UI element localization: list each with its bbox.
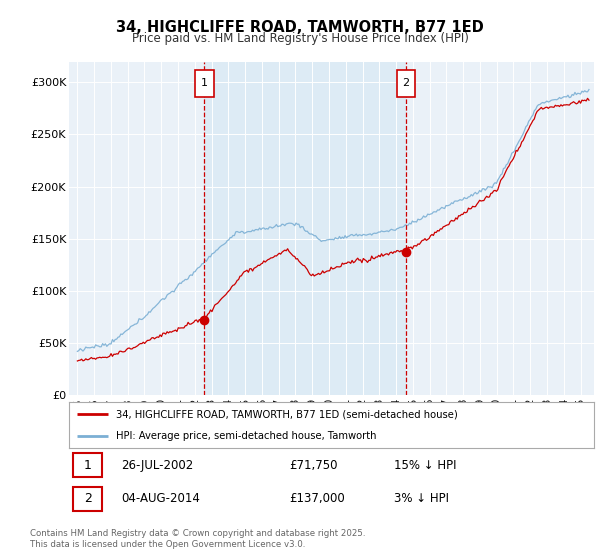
Text: 1: 1 (201, 78, 208, 88)
Bar (205, 62, 406, 395)
Text: HPI: Average price, semi-detached house, Tamworth: HPI: Average price, semi-detached house,… (116, 431, 377, 441)
Text: 3% ↓ HPI: 3% ↓ HPI (395, 492, 449, 505)
Text: 2: 2 (403, 78, 410, 88)
FancyBboxPatch shape (397, 70, 415, 96)
FancyBboxPatch shape (195, 70, 214, 96)
Text: 1: 1 (84, 459, 92, 472)
Text: Contains HM Land Registry data © Crown copyright and database right 2025.
This d: Contains HM Land Registry data © Crown c… (30, 529, 365, 549)
Text: 04-AUG-2014: 04-AUG-2014 (121, 492, 200, 505)
Text: £137,000: £137,000 (290, 492, 345, 505)
FancyBboxPatch shape (73, 454, 102, 477)
FancyBboxPatch shape (73, 487, 102, 511)
Text: 26-JUL-2002: 26-JUL-2002 (121, 459, 194, 472)
Text: 15% ↓ HPI: 15% ↓ HPI (395, 459, 457, 472)
Text: Price paid vs. HM Land Registry's House Price Index (HPI): Price paid vs. HM Land Registry's House … (131, 32, 469, 45)
Text: £71,750: £71,750 (290, 459, 338, 472)
Text: 2: 2 (84, 492, 92, 505)
Text: 34, HIGHCLIFFE ROAD, TAMWORTH, B77 1ED: 34, HIGHCLIFFE ROAD, TAMWORTH, B77 1ED (116, 20, 484, 35)
Text: 34, HIGHCLIFFE ROAD, TAMWORTH, B77 1ED (semi-detached house): 34, HIGHCLIFFE ROAD, TAMWORTH, B77 1ED (… (116, 409, 458, 419)
